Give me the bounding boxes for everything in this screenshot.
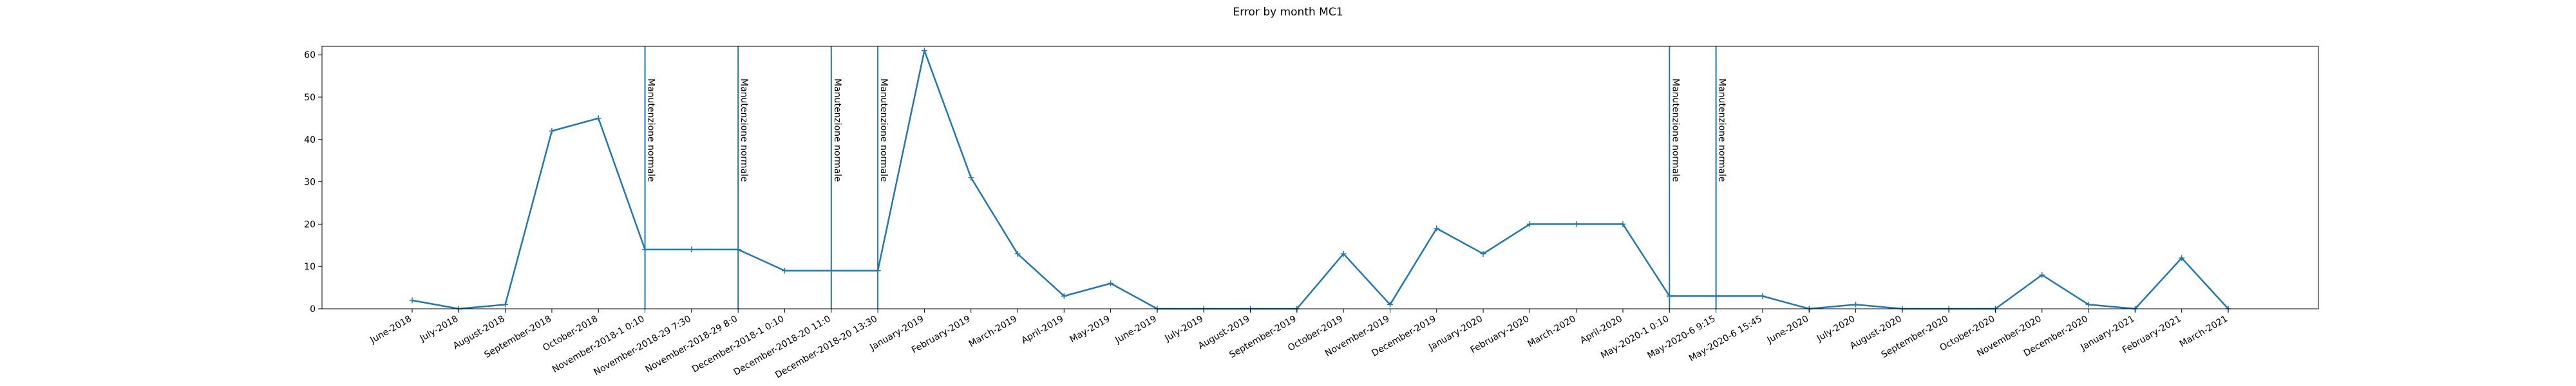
plot-frame — [321, 46, 2319, 309]
maintenance-line-label: Manutenzione normale — [646, 78, 656, 182]
data-point — [2039, 271, 2045, 278]
chart-title: Error by month MC1 — [1233, 6, 1343, 19]
data-point — [595, 115, 601, 122]
maintenance-line-label: Manutenzione normale — [1670, 78, 1680, 182]
series-line — [412, 50, 2229, 310]
maintenance-line-label: Manutenzione normale — [739, 78, 749, 182]
data-point — [2085, 301, 2092, 308]
data-point — [1713, 293, 1719, 299]
x-tick-label: May-2019 — [1068, 314, 1112, 345]
data-point — [1573, 221, 1580, 227]
data-point — [2179, 255, 2185, 261]
y-tick-label: 0 — [310, 304, 316, 315]
maintenance-line-label: Manutenzione normale — [832, 78, 842, 182]
data-point — [409, 297, 415, 304]
y-tick-label: 30 — [304, 178, 316, 188]
x-tick-label: June-2018 — [368, 314, 413, 346]
data-point — [828, 268, 835, 274]
data-point — [1526, 221, 1533, 227]
data-point — [1434, 225, 1440, 232]
data-point — [735, 246, 741, 253]
data-point — [1340, 250, 1347, 257]
data-point — [1014, 250, 1021, 257]
x-tick-label: July-2018 — [418, 314, 460, 344]
x-tick-label: March-2020 — [1526, 314, 1578, 350]
x-axis: June-2018 July-2018August-2018September-2… — [368, 309, 2230, 380]
data-point — [781, 268, 788, 274]
data-point — [1480, 250, 1486, 257]
data-point — [1108, 280, 1114, 287]
data-point — [688, 246, 695, 253]
data-point — [921, 48, 927, 54]
y-tick-label: 50 — [304, 93, 316, 103]
y-axis: 0 10 20 30 40 50 60 — [304, 50, 322, 315]
data-point — [1666, 293, 1672, 299]
data-point — [1620, 221, 1626, 227]
y-tick-label: 40 — [304, 135, 316, 145]
y-tick-label: 10 — [304, 262, 316, 272]
series-layer — [409, 48, 2231, 312]
y-tick-label: 60 — [304, 50, 316, 60]
vertical-lines-layer: Manutenzione normale Manutenzione normale… — [644, 46, 1727, 309]
x-tick-label: July-2020 — [1815, 314, 1857, 344]
data-point — [1061, 293, 1067, 299]
data-point — [1387, 301, 1393, 308]
x-tick-label: June-2019 — [1113, 314, 1159, 346]
y-tick-label: 20 — [304, 219, 316, 230]
x-tick-label: April-2019 — [1019, 314, 1065, 346]
data-point — [642, 246, 649, 253]
maintenance-line-label: Manutenzione normale — [878, 78, 889, 182]
data-point — [1759, 293, 1766, 299]
x-tick-label: March-2019 — [967, 314, 1019, 350]
data-point — [502, 301, 509, 308]
maintenance-line-label: Manutenzione normale — [1717, 78, 1727, 182]
data-point — [1853, 301, 1859, 308]
x-tick-label: March-2021 — [2178, 314, 2230, 350]
data-point — [968, 174, 974, 181]
x-tick-label: June-2020 — [1765, 314, 1811, 346]
x-tick-label: July-2019 — [1163, 314, 1206, 344]
data-point — [875, 268, 881, 274]
data-point — [549, 128, 555, 134]
